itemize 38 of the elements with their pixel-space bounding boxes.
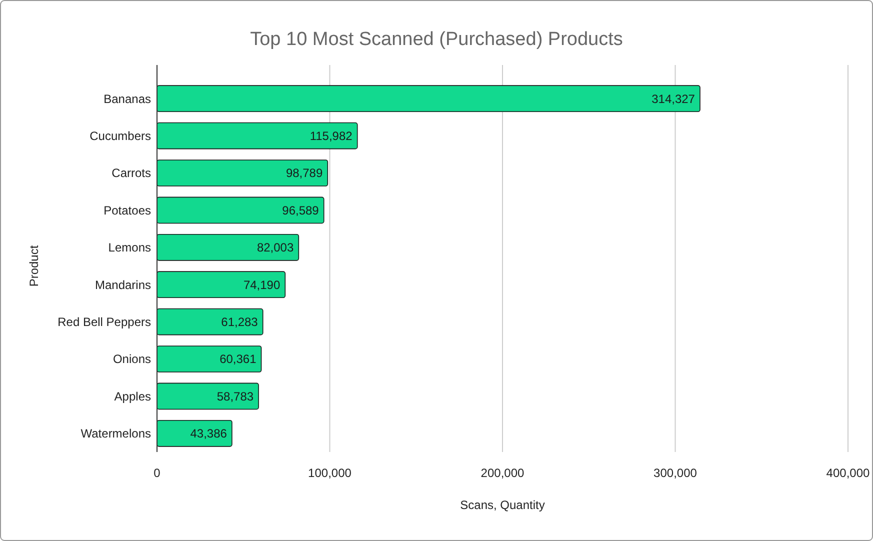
chart-title: Top 10 Most Scanned (Purchased) Products [250, 29, 623, 50]
data-label: 43,386 [190, 426, 228, 441]
data-label: 314,327 [652, 92, 696, 106]
x-tick-label: 0 [154, 466, 161, 480]
y-tick-label: Carrots [112, 166, 151, 180]
bar [156, 234, 300, 261]
bar [156, 346, 262, 372]
data-label: 74,190 [243, 278, 280, 292]
bar [156, 308, 264, 336]
x-tick-label: 400,000 [826, 466, 870, 480]
data-label: 115,982 [310, 129, 353, 143]
data-label: 60,361 [220, 352, 257, 366]
y-tick-label: Apples [114, 389, 151, 404]
y-tick-label: Lemons [108, 240, 151, 255]
data-label: 98,789 [286, 166, 323, 180]
bar [156, 160, 328, 186]
bar [156, 122, 358, 150]
bar [156, 382, 259, 410]
y-tick-label: Red Bell Peppers [58, 315, 151, 329]
data-label: 58,783 [216, 389, 254, 404]
y-tick-label: Potatoes [104, 203, 151, 218]
x-tick-label: 100,000 [308, 466, 352, 480]
y-tick-label: Cucumbers [90, 129, 151, 143]
bar [156, 196, 324, 224]
data-label: 82,003 [256, 240, 294, 255]
y-tick-label: Onions [112, 352, 151, 366]
data-label: 61,283 [221, 315, 258, 329]
bar [156, 85, 700, 112]
bar [156, 420, 232, 447]
bar [156, 271, 286, 298]
x-axis-title: Scans, Quantity [460, 498, 545, 512]
y-tick-label: Watermelons [80, 426, 151, 441]
x-tick-label: 300,000 [654, 466, 698, 480]
x-tick-label: 200,000 [480, 466, 525, 480]
y-tick-label: Mandarins [94, 278, 151, 292]
data-label: 96,589 [282, 203, 320, 218]
y-axis-title: Product [27, 244, 41, 287]
y-tick-label: Bananas [104, 92, 151, 106]
